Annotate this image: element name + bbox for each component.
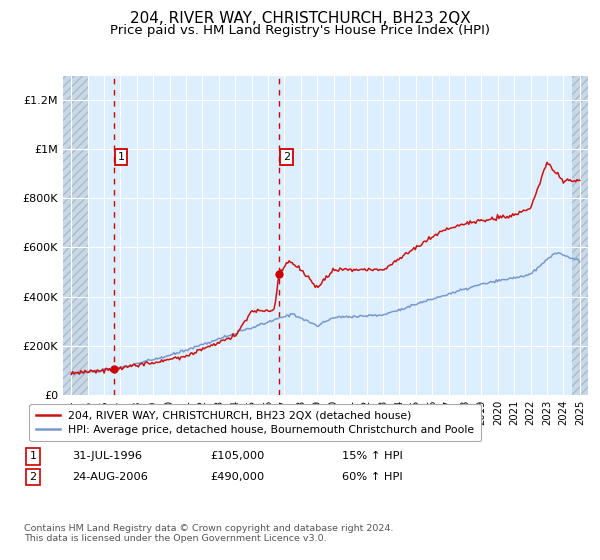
- Text: 15% ↑ HPI: 15% ↑ HPI: [342, 451, 403, 461]
- Text: 60% ↑ HPI: 60% ↑ HPI: [342, 472, 403, 482]
- Text: Contains HM Land Registry data © Crown copyright and database right 2024.
This d: Contains HM Land Registry data © Crown c…: [24, 524, 394, 543]
- Text: 204, RIVER WAY, CHRISTCHURCH, BH23 2QX: 204, RIVER WAY, CHRISTCHURCH, BH23 2QX: [130, 11, 470, 26]
- Legend: 204, RIVER WAY, CHRISTCHURCH, BH23 2QX (detached house), HPI: Average price, det: 204, RIVER WAY, CHRISTCHURCH, BH23 2QX (…: [29, 404, 481, 441]
- Text: 2: 2: [283, 152, 290, 162]
- Text: 1: 1: [29, 451, 37, 461]
- Text: £490,000: £490,000: [210, 472, 264, 482]
- Bar: [63, 76, 88, 395]
- Text: £105,000: £105,000: [210, 451, 265, 461]
- Bar: [572, 76, 588, 395]
- Text: 24-AUG-2006: 24-AUG-2006: [72, 472, 148, 482]
- Text: 2: 2: [29, 472, 37, 482]
- Text: Price paid vs. HM Land Registry's House Price Index (HPI): Price paid vs. HM Land Registry's House …: [110, 24, 490, 37]
- Text: 1: 1: [118, 152, 125, 162]
- Text: 31-JUL-1996: 31-JUL-1996: [72, 451, 142, 461]
